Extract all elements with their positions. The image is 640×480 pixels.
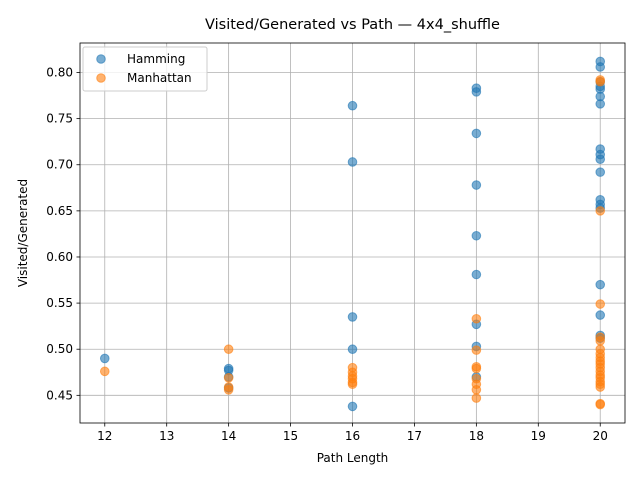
point-manhattan (223, 373, 234, 383)
point-hamming (471, 230, 482, 241)
x-tick-label: 16 (345, 429, 360, 443)
y-axis-label: Visited/Generated (16, 179, 30, 287)
point-hamming (347, 312, 358, 322)
point-hamming (595, 167, 606, 177)
point-hamming (595, 154, 606, 165)
point-hamming (471, 128, 482, 139)
point-manhattan (471, 363, 482, 374)
x-axis-label: Path Length (317, 451, 389, 465)
point-manhattan (595, 299, 606, 309)
point-hamming (347, 100, 358, 111)
data-points (99, 56, 606, 412)
point-manhattan (595, 382, 606, 392)
y-tick-label: 0.80 (46, 66, 73, 80)
chart-title: Visited/Generated vs Path — 4x4_shuffle (205, 17, 500, 33)
legend: Hamming Manhattan (82, 46, 208, 92)
x-tick-label: 17 (407, 429, 422, 443)
x-tick-label: 12 (97, 429, 112, 443)
point-hamming (595, 62, 606, 72)
point-hamming (99, 353, 110, 364)
point-manhattan (595, 76, 606, 87)
x-tick-label: 20 (593, 429, 608, 443)
legend-marker-hamming (96, 54, 106, 64)
point-hamming (595, 279, 606, 290)
x-tick-label: 13 (159, 429, 174, 443)
x-tick-label: 15 (283, 429, 298, 443)
legend-label-manhattan: Manhattan (127, 71, 192, 85)
y-tick-label: 0.75 (46, 112, 73, 126)
legend-marker-manhattan (96, 73, 106, 83)
point-manhattan (471, 393, 482, 403)
point-hamming (471, 87, 482, 97)
point-hamming (347, 157, 358, 167)
point-manhattan (595, 206, 606, 216)
legend-box (82, 46, 208, 92)
point-manhattan (223, 344, 234, 355)
point-manhattan (471, 345, 482, 355)
point-manhattan (99, 366, 110, 377)
point-manhattan (223, 384, 234, 395)
y-tick-label: 0.70 (46, 158, 73, 172)
x-tick-label: 19 (531, 429, 546, 443)
point-manhattan (471, 313, 482, 324)
point-manhattan (595, 399, 606, 410)
point-hamming (347, 344, 358, 355)
point-manhattan (595, 336, 606, 346)
y-tick-label: 0.60 (46, 250, 73, 264)
point-hamming (347, 401, 358, 412)
y-tick-label: 0.50 (46, 342, 73, 356)
x-tick-label: 18 (469, 429, 484, 443)
point-hamming (471, 180, 482, 190)
x-axis-ticks: 12 13 14 15 16 17 18 19 20 (97, 423, 608, 443)
point-hamming (595, 310, 606, 320)
point-hamming (595, 99, 606, 109)
legend-label-hamming: Hamming (127, 52, 185, 66)
point-manhattan (471, 384, 482, 395)
y-tick-label: 0.45 (46, 388, 73, 402)
point-hamming (471, 269, 482, 280)
y-tick-label: 0.55 (46, 296, 73, 310)
x-tick-label: 14 (221, 429, 236, 443)
point-manhattan (347, 379, 358, 390)
y-tick-label: 0.65 (46, 204, 73, 218)
y-axis-ticks: 0.45 0.50 0.55 0.60 0.65 0.70 0.75 0.80 (46, 66, 80, 402)
